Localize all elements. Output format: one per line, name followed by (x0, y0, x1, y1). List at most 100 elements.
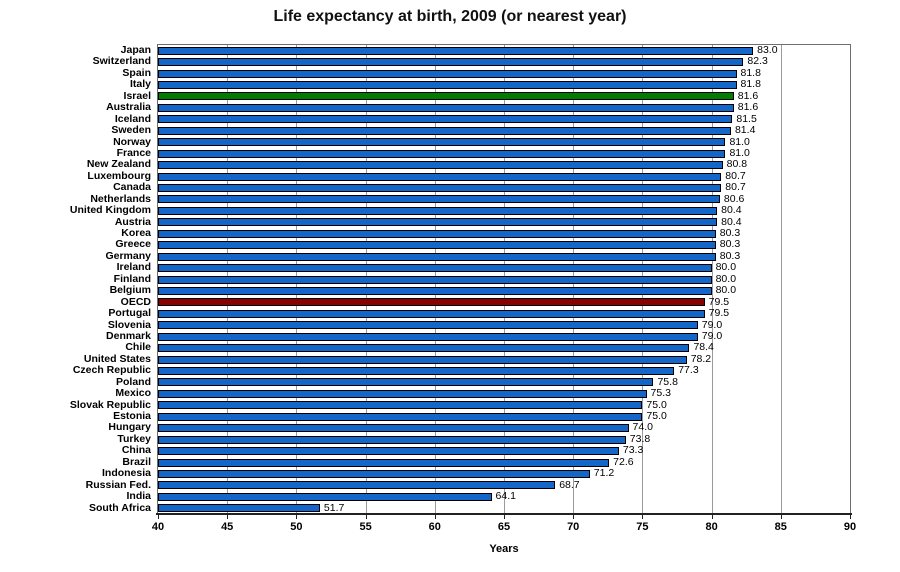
bar (158, 412, 643, 421)
category-label: Turkey (117, 432, 151, 445)
bar (158, 458, 610, 467)
bar (158, 389, 647, 398)
value-label: 80.3 (719, 227, 741, 240)
value-label: 80.7 (725, 181, 746, 194)
bar (158, 103, 734, 112)
bar (158, 252, 716, 261)
category-label: Israel (123, 89, 151, 102)
bar (158, 195, 720, 204)
value-label: 81.0 (729, 146, 750, 159)
value-label: 80.4 (721, 215, 742, 228)
bar (158, 241, 716, 250)
bar (158, 492, 492, 501)
category-label: Hungary (108, 421, 151, 434)
value-label: 64.1 (495, 490, 516, 503)
value-label: 80.0 (715, 284, 737, 297)
bar (158, 115, 733, 124)
value-label: 81.6 (737, 101, 759, 114)
x-axis-tick-label: 65 (497, 521, 511, 533)
bar (158, 469, 590, 478)
x-axis-tick-label: 75 (636, 521, 649, 533)
value-label: 80.6 (723, 192, 745, 205)
x-axis-tick-label: 80 (705, 521, 718, 533)
bar (158, 435, 626, 444)
category-label: Iceland (114, 112, 151, 125)
bar (158, 447, 619, 456)
bar (158, 218, 718, 227)
category-label: Finland (113, 272, 151, 285)
value-label: 73.8 (629, 432, 651, 445)
category-label: Italy (129, 78, 151, 91)
value-label: 80.8 (726, 158, 748, 171)
bar (158, 275, 712, 284)
x-axis-tick (158, 515, 159, 519)
bar (158, 321, 698, 330)
bar (158, 92, 734, 101)
x-axis-tick-label: 50 (290, 521, 303, 533)
category-label: Mexico (115, 387, 151, 400)
value-label: 81.0 (729, 135, 750, 148)
x-axis-tick-label: 60 (428, 521, 441, 533)
value-label: 79.0 (701, 318, 723, 331)
value-label: 68.7 (559, 478, 580, 491)
x-axis-tick-label: 85 (774, 521, 787, 533)
value-label: 80.0 (715, 261, 737, 274)
bar (158, 344, 690, 353)
bar (158, 424, 629, 433)
value-label: 80.3 (719, 238, 741, 251)
value-label: 83.0 (757, 44, 778, 56)
category-label: Germany (105, 249, 151, 262)
category-label: Indonesia (101, 467, 151, 480)
value-label: 75.8 (657, 375, 678, 388)
bar (158, 183, 722, 192)
bar (158, 332, 698, 341)
value-label: 72.6 (613, 455, 634, 468)
value-label: 71.2 (593, 467, 615, 480)
x-axis-tick (642, 515, 644, 519)
gridline (711, 45, 713, 514)
value-label: 82.3 (747, 55, 768, 68)
bar (158, 161, 723, 170)
bar (158, 264, 712, 273)
value-label: 74.0 (632, 421, 653, 434)
value-label: 80.7 (725, 169, 746, 182)
bar (158, 172, 722, 181)
category-label: Chile (125, 341, 151, 354)
value-label: 80.3 (719, 249, 741, 262)
value-label: 77.3 (678, 364, 699, 377)
value-label: 80.4 (721, 204, 742, 217)
bar (158, 504, 320, 513)
bar (158, 58, 744, 67)
x-axis-tick-label: 90 (843, 521, 857, 533)
x-axis-tick (227, 515, 229, 519)
bar (158, 286, 712, 295)
bar (158, 46, 754, 55)
category-label: Canada (113, 181, 151, 194)
x-axis-tick (850, 515, 851, 519)
x-axis-tick (573, 515, 575, 519)
category-label: Slovak Republic (69, 398, 151, 411)
bar (158, 355, 687, 364)
value-label: 81.8 (740, 66, 761, 79)
bar (158, 149, 726, 158)
x-axis-tick-label: 45 (221, 521, 234, 533)
value-label: 81.6 (737, 89, 759, 102)
x-axis-tick (365, 515, 367, 519)
x-axis-tick-label: 70 (567, 521, 580, 533)
bar (158, 138, 726, 147)
category-label: Belgium (109, 284, 151, 297)
x-axis-tick (296, 515, 298, 519)
category-label: Spain (122, 66, 151, 79)
bar (158, 401, 643, 410)
category-label: South Africa (88, 501, 151, 514)
value-label: 75.0 (646, 398, 667, 411)
bar (158, 298, 705, 307)
value-label: 79.0 (701, 329, 723, 342)
chart-title: Life expectancy at birth, 2009 (or neare… (273, 8, 627, 25)
category-label: United Kingdom (69, 204, 151, 217)
value-label: 79.5 (708, 307, 730, 320)
value-label: 78.4 (693, 341, 714, 354)
bar (158, 378, 654, 387)
x-axis-tick (780, 515, 782, 519)
x-axis-tick (434, 515, 436, 519)
